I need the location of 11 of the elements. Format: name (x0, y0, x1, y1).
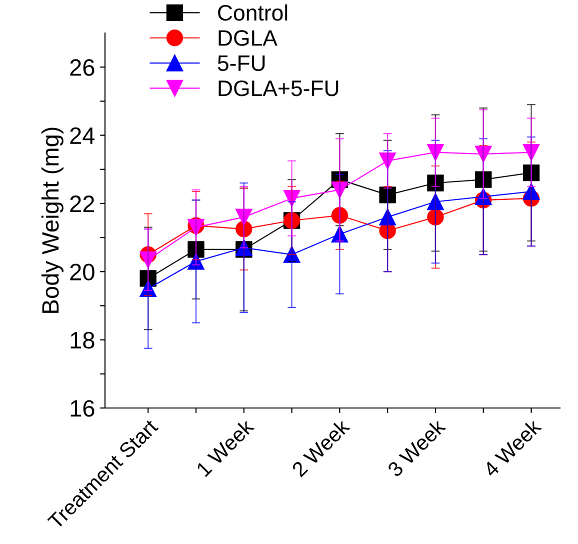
legend-label: 5-FU (218, 56, 265, 72)
y-tick-label: 22 (70, 196, 94, 212)
legend-label: DGLA+5-FU (218, 80, 338, 96)
y-tick-label: 20 (70, 264, 94, 280)
y-tick-label: 18 (70, 332, 94, 349)
legend-label: Control (218, 4, 288, 21)
y-axis-title: Body Weight (mg) (41, 128, 64, 313)
y-tick-label: 26 (70, 59, 94, 76)
legend-label: DGLA (218, 30, 278, 46)
y-tick-label: 24 (70, 127, 95, 144)
y-tick-label: 16 (70, 400, 94, 417)
